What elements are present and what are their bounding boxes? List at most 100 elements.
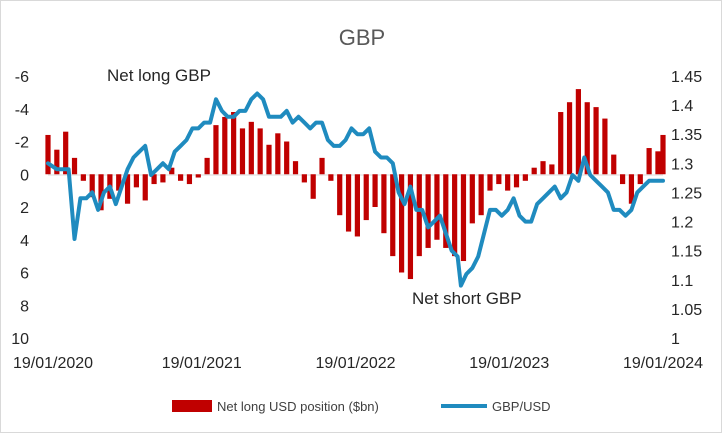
- bar: [301, 174, 307, 183]
- x-tick-label: 19/01/2023: [469, 355, 549, 372]
- bar: [310, 174, 316, 199]
- right-tick-label: 1.4: [671, 98, 693, 115]
- bar: [416, 174, 422, 257]
- bar: [593, 107, 599, 175]
- right-tick-label: 1.1: [671, 273, 693, 290]
- bar: [239, 128, 246, 175]
- bar: [460, 174, 467, 262]
- x-tick-label: 19/01/2022: [315, 355, 395, 372]
- bar: [381, 174, 387, 234]
- bar: [45, 134, 51, 175]
- bar: [363, 174, 369, 221]
- bar: [231, 112, 237, 175]
- bar: [540, 161, 546, 175]
- bar: [177, 174, 184, 181]
- bar: [169, 167, 175, 175]
- right-tick-label: 1.15: [671, 244, 702, 261]
- legend-bar-swatch: [172, 400, 212, 412]
- bar: [628, 174, 635, 204]
- bar-series: [45, 89, 666, 280]
- bar: [513, 174, 520, 188]
- bar: [637, 174, 643, 185]
- bar: [443, 174, 449, 248]
- bar: [328, 174, 334, 181]
- x-axis: 19/01/2020 19/01/2021 19/01/2022 19/01/2023…: [13, 355, 703, 372]
- right-tick-label: 1.25: [671, 185, 702, 202]
- bar: [611, 154, 617, 175]
- right-tick-label: 1.05: [671, 302, 702, 319]
- bar: [425, 174, 431, 248]
- bar: [151, 174, 157, 185]
- bar: [89, 174, 95, 198]
- legend-bar-label: Net long USD position ($bn): [217, 399, 379, 414]
- bar: [566, 102, 573, 175]
- x-tick-label: 19/01/2020: [13, 355, 93, 372]
- right-tick-label: 1: [671, 331, 680, 348]
- bar: [319, 157, 325, 175]
- bar: [619, 174, 626, 185]
- bar: [345, 174, 352, 232]
- gbpusd-line: [46, 91, 665, 288]
- bar: [248, 121, 254, 175]
- bar: [469, 174, 475, 224]
- left-tick-label: 2: [20, 200, 29, 217]
- bar: [204, 157, 210, 175]
- bar: [558, 112, 564, 175]
- legend: Net long USD position ($bn) GBP/USD: [172, 399, 551, 414]
- legend-line-label: GBP/USD: [492, 399, 551, 414]
- right-tick-label: 1.3: [671, 156, 693, 173]
- bar: [602, 118, 608, 175]
- bar: [133, 174, 139, 188]
- bar: [452, 174, 458, 257]
- bar: [284, 141, 290, 175]
- bar: [71, 157, 78, 175]
- bar: [98, 174, 104, 211]
- bar: [434, 174, 440, 240]
- bar: [195, 174, 201, 178]
- bar: [584, 102, 590, 175]
- left-tick-label: -4: [15, 102, 29, 119]
- bar: [549, 164, 555, 175]
- bar: [496, 174, 502, 185]
- x-tick-label: 19/01/2024: [623, 355, 703, 372]
- right-tick-label: 1.45: [671, 69, 702, 86]
- bar: [337, 174, 343, 216]
- x-tick-label: 19/01/2021: [162, 355, 242, 372]
- bar: [531, 167, 537, 175]
- right-tick-label: 1.35: [671, 127, 702, 144]
- right-tick-label: 1.2: [671, 215, 693, 232]
- bar: [222, 116, 228, 175]
- left-tick-label: 4: [20, 233, 29, 250]
- left-axis: -6 -4 -2 0 2 4 6 8 10: [11, 69, 29, 348]
- bar: [522, 174, 528, 181]
- annotation-net-long: Net long GBP: [107, 66, 211, 85]
- bar: [398, 174, 405, 273]
- annotation-net-short: Net short GBP: [412, 289, 522, 308]
- bar: [646, 148, 652, 175]
- bar: [390, 174, 396, 257]
- bar: [213, 125, 219, 175]
- left-tick-label: -2: [15, 135, 29, 152]
- bar: [160, 174, 166, 183]
- bar: [257, 128, 263, 175]
- left-tick-label: 6: [20, 266, 29, 283]
- bar: [660, 134, 666, 175]
- left-tick-label: 0: [20, 167, 29, 184]
- bar: [275, 133, 281, 175]
- bar: [124, 174, 131, 204]
- bar: [186, 174, 193, 185]
- bar: [142, 174, 148, 201]
- left-tick-label: -6: [15, 69, 29, 86]
- chart-title: GBP: [339, 25, 385, 50]
- bar: [354, 174, 360, 237]
- bar: [266, 144, 272, 175]
- bar: [655, 151, 661, 175]
- bar: [372, 174, 378, 207]
- bar: [407, 174, 414, 280]
- bar: [292, 161, 299, 175]
- bar: [80, 174, 86, 181]
- bar: [63, 131, 69, 175]
- right-axis: 1.45 1.4 1.35 1.3 1.25 1.2 1.15 1.1 1.05 1: [671, 69, 702, 348]
